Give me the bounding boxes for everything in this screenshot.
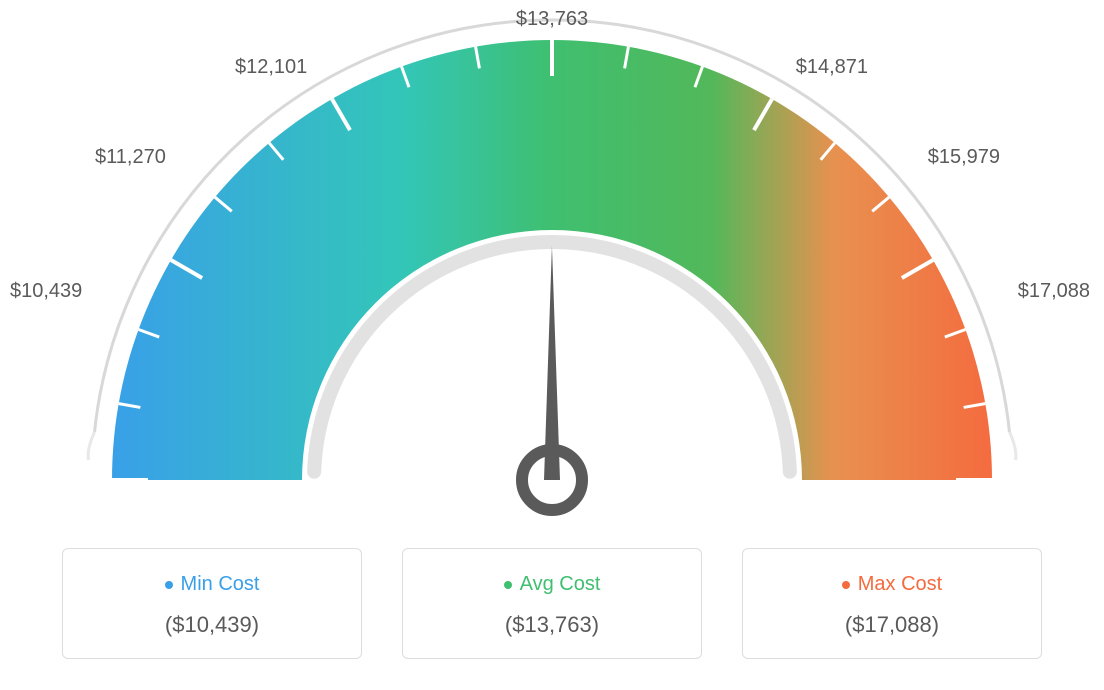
legend-dot-avg <box>504 581 512 589</box>
legend-row: Min Cost ($10,439) Avg Cost ($13,763) Ma… <box>0 548 1104 659</box>
gauge-chart: $10,439 $11,270 $12,101 $13,763 $14,871 $15,9… <box>0 0 1104 520</box>
legend-label-avg: Avg Cost <box>520 573 601 596</box>
legend-value-avg: ($13,763) <box>403 612 701 638</box>
gauge-tick-label: $14,871 <box>796 56 868 79</box>
gauge-svg <box>0 0 1104 520</box>
legend-title-avg: Avg Cost <box>504 573 601 596</box>
gauge-tick-label: $10,439 <box>10 280 82 303</box>
legend-value-min: ($10,439) <box>63 612 361 638</box>
legend-title-max: Max Cost <box>842 573 942 596</box>
gauge-tick-label: $11,270 <box>95 146 166 169</box>
legend-card-avg: Avg Cost ($13,763) <box>402 548 702 659</box>
gauge-tick-label: $15,979 <box>928 146 1000 169</box>
legend-title-min: Min Cost <box>165 573 260 596</box>
legend-card-min: Min Cost ($10,439) <box>62 548 362 659</box>
legend-dot-max <box>842 581 850 589</box>
legend-label-min: Min Cost <box>181 573 260 596</box>
legend-label-max: Max Cost <box>858 573 942 596</box>
legend-card-max: Max Cost ($17,088) <box>742 548 1042 659</box>
legend-value-max: ($17,088) <box>743 612 1041 638</box>
gauge-tick-label: $13,763 <box>516 8 588 31</box>
gauge-tick-label: $12,101 <box>235 56 307 79</box>
legend-dot-min <box>165 581 173 589</box>
gauge-tick-label: $17,088 <box>1018 280 1090 303</box>
